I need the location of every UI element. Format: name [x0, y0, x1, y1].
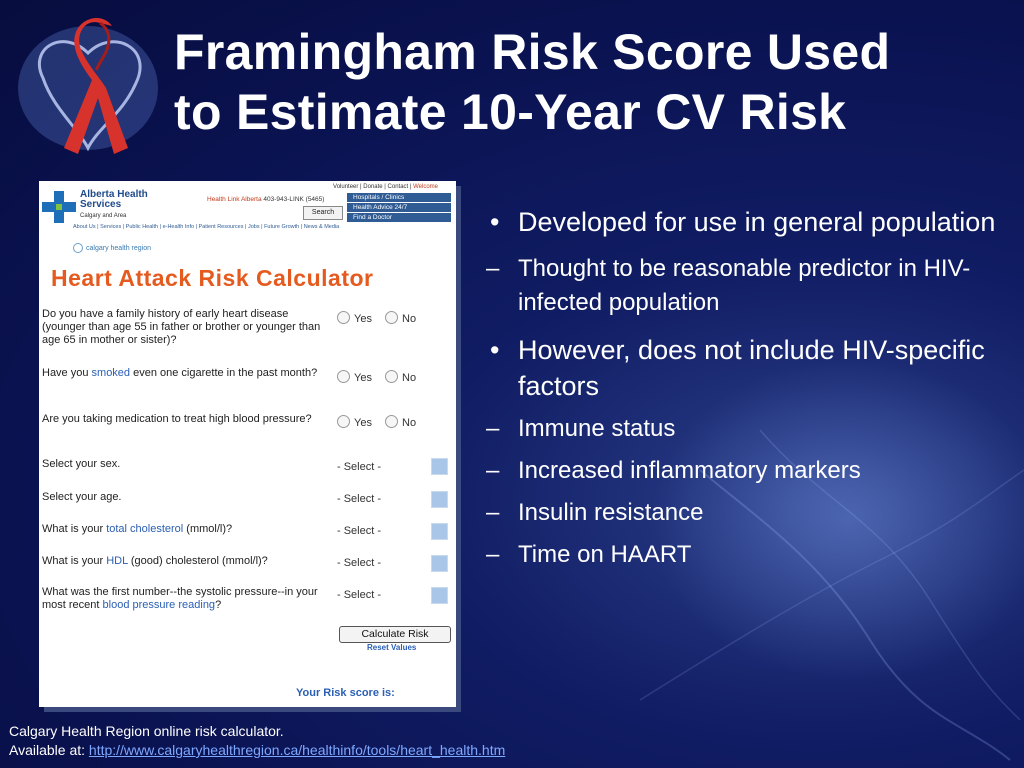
health-link: Health Link Alberta 403-943-LINK (5465)	[207, 196, 325, 203]
smoked-options: Yes No	[337, 370, 416, 384]
question-sex: Select your sex.	[42, 458, 121, 470]
family-history-no-radio[interactable]	[385, 311, 399, 324]
risk-score-label: Your Risk score is:	[296, 687, 395, 699]
hdl-select[interactable]: - Select -	[337, 557, 382, 569]
citation-line-1: Calgary Health Region online risk calcul…	[9, 723, 284, 739]
red-ribbon-heart-logo	[18, 17, 158, 154]
region-logo-icon	[73, 243, 83, 253]
sex-select[interactable]: - Select -	[337, 461, 382, 473]
alberta-health-logo-icon	[42, 191, 76, 223]
citation-line-2: Available at: http://www.calgaryhealthre…	[9, 742, 506, 758]
smoked-yes-radio[interactable]	[337, 370, 350, 383]
bullet-general-population: • Developed for use in general populatio…	[490, 207, 996, 237]
title-line-2: to Estimate 10-Year CV Risk	[174, 84, 847, 140]
region-logo: calgary health region	[73, 243, 151, 253]
reset-values-link[interactable]: Reset Values	[367, 643, 417, 652]
title-line-1: Framingham Risk Score Used	[174, 24, 891, 80]
hdl-link[interactable]: HDL	[106, 555, 128, 567]
citation-footer: Calgary Health Region online risk calcul…	[9, 722, 505, 760]
sub-bullet-immune-status: – Immune status	[486, 415, 676, 442]
sub-bullet-time-on-haart: – Time on HAART	[486, 541, 692, 568]
quick-links: Hospitals / Clinics Health Advice 24/7 F…	[347, 193, 451, 223]
total-cholesterol-link[interactable]: total cholesterol	[106, 523, 184, 535]
quick-link-hospitals[interactable]: Hospitals / Clinics	[347, 193, 451, 202]
question-smoked: Have you smoked even one cigarette in th…	[42, 367, 318, 379]
age-select[interactable]: - Select -	[337, 493, 382, 505]
question-family-history: Do you have a family history of early he…	[42, 308, 321, 346]
family-history-yes-radio[interactable]	[337, 311, 350, 324]
question-systolic: What was the first number--the systolic …	[42, 586, 318, 611]
org-name: Alberta Health Services Calgary and Area	[80, 189, 148, 220]
bp-medication-options: Yes No	[337, 415, 416, 429]
question-age: Select your age.	[42, 491, 122, 503]
sex-select-arrow[interactable]	[431, 458, 448, 475]
smoked-no-radio[interactable]	[385, 370, 399, 383]
slide-title: Framingham Risk Score Used to Estimate 1…	[174, 22, 1014, 142]
question-total-cholesterol: What is your total cholesterol (mmol/l)?	[42, 523, 233, 535]
quick-link-health-advice[interactable]: Health Advice 24/7	[347, 203, 451, 212]
total-cholesterol-select-arrow[interactable]	[431, 523, 448, 540]
total-cholesterol-select[interactable]: - Select -	[337, 525, 382, 537]
site-nav[interactable]: About Us | Services | Public Health | e-…	[73, 224, 340, 230]
search-button[interactable]: Search	[303, 206, 343, 220]
question-bp-medication: Are you taking medication to treat high …	[42, 413, 312, 425]
sub-bullet-hiv-predictor: – Thought to be reasonable predictor in …	[486, 255, 971, 316]
systolic-select[interactable]: - Select -	[337, 589, 382, 601]
bullet-hiv-factors: • However, does not include HIV-specific…	[490, 335, 985, 401]
question-hdl: What is your HDL (good) cholesterol (mmo…	[42, 555, 268, 567]
bp-medication-no-radio[interactable]	[385, 415, 399, 428]
sub-bullet-insulin-resistance: – Insulin resistance	[486, 499, 704, 526]
quick-link-find-doctor[interactable]: Find a Doctor	[347, 213, 451, 222]
calculator-heading: Heart Attack Risk Calculator	[51, 265, 374, 291]
hdl-select-arrow[interactable]	[431, 555, 448, 572]
calculate-risk-button[interactable]: Calculate Risk	[339, 626, 451, 643]
family-history-options: Yes No	[337, 311, 416, 325]
age-select-arrow[interactable]	[431, 491, 448, 508]
blood-pressure-link[interactable]: blood pressure reading	[102, 599, 216, 611]
bp-medication-yes-radio[interactable]	[337, 415, 350, 428]
sub-bullet-inflammatory-markers: – Increased inflammatory markers	[486, 457, 861, 484]
systolic-select-arrow[interactable]	[431, 587, 448, 604]
top-links[interactable]: Volunteer | Donate | Contact | Welcome	[333, 184, 438, 190]
smoked-link[interactable]: smoked	[91, 367, 131, 379]
calculator-url-link[interactable]: http://www.calgaryhealthregion.ca/health…	[88, 742, 506, 758]
bullet-list: • Developed for use in general populatio…	[484, 204, 1004, 572]
risk-calculator-screenshot: Alberta Health Services Calgary and Area…	[39, 181, 456, 707]
